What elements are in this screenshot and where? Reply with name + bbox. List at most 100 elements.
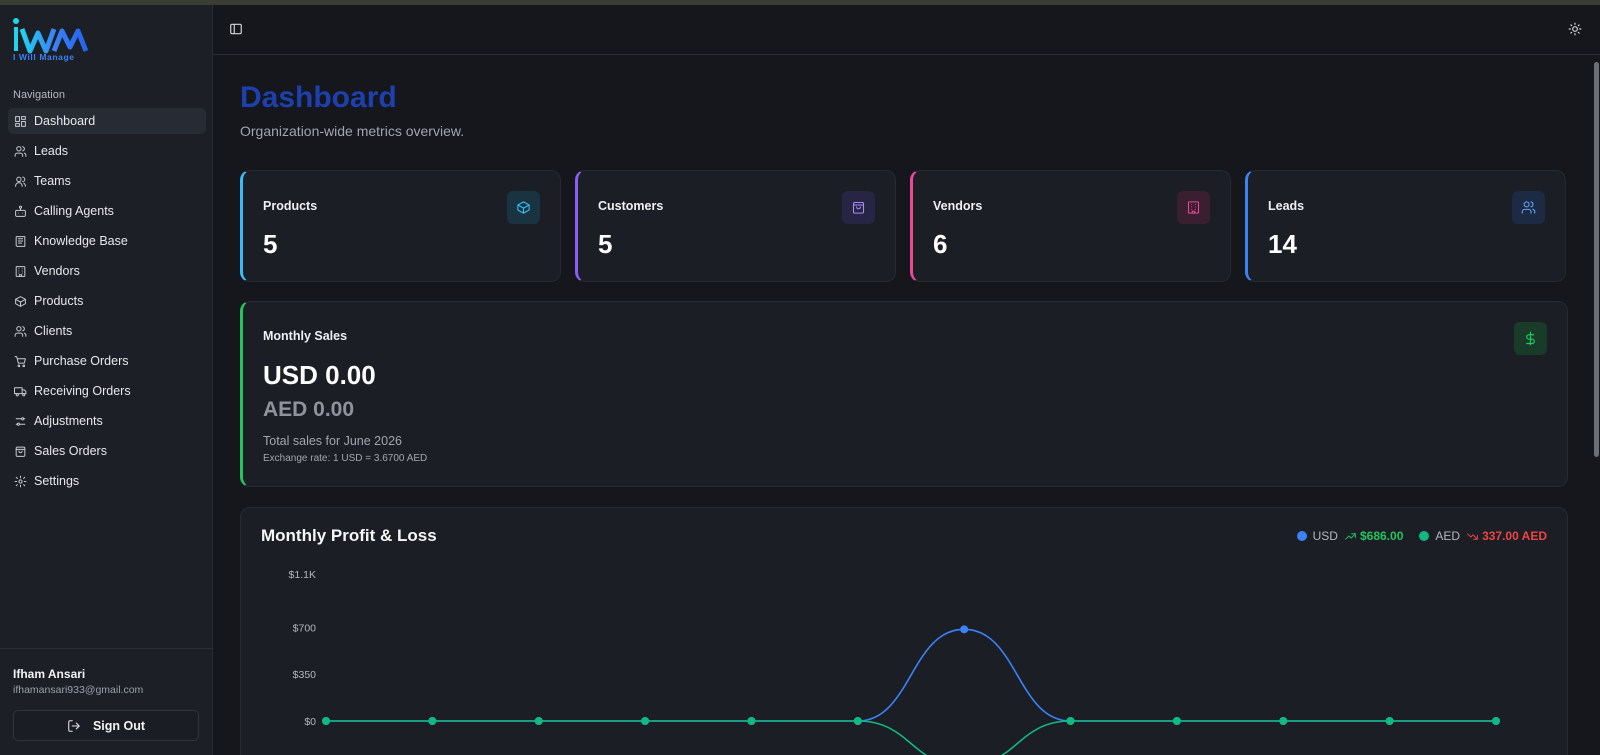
sidebar-item-adjustments[interactable]: Adjustments <box>8 408 206 434</box>
building-icon <box>1177 191 1210 224</box>
sidebar-item-knowledge-base[interactable]: Knowledge Base <box>8 228 206 254</box>
y-tick-label: $350 <box>293 669 317 681</box>
sidebar-item-receiving-orders[interactable]: Receiving Orders <box>8 378 206 404</box>
exchange-rate: Exchange rate: 1 USD = 3.6700 AED <box>263 453 428 464</box>
sidebar-item-clients[interactable]: Clients <box>8 318 206 344</box>
sidebar-item-leads[interactable]: Leads <box>8 138 206 164</box>
user-name: Ifham Ansari <box>13 667 86 681</box>
stat-value: 6 <box>933 229 948 259</box>
sidebar-toggle-icon[interactable] <box>229 22 243 36</box>
data-point-aed[interactable] <box>322 717 330 725</box>
sidebar-item-dashboard[interactable]: Dashboard <box>8 108 206 134</box>
data-point-usd[interactable] <box>960 625 969 634</box>
sidebar-item-calling-agents[interactable]: Calling Agents <box>8 198 206 224</box>
stat-label: Customers <box>598 199 664 213</box>
sidebar-item-sales-orders[interactable]: Sales Orders <box>8 438 206 464</box>
data-point-aed[interactable] <box>534 717 543 725</box>
data-point-aed[interactable] <box>747 717 756 725</box>
sidebar: I Will Manage Navigation Dashboard Leads… <box>0 5 213 755</box>
stat-value: 14 <box>1268 229 1297 259</box>
sidebar-item-label: Teams <box>34 174 71 188</box>
user-email: ifhamansari933@gmail.com <box>13 684 144 696</box>
sales-usd-value: USD 0.00 <box>263 360 376 390</box>
legend-value-aed: 337.00 AED <box>1482 529 1547 543</box>
monthly-sales-card: Monthly Sales USD 0.00 AED 0.00 Total sa… <box>240 301 1568 487</box>
scrollbar[interactable] <box>1594 62 1599 457</box>
sales-period: Total sales for June 2026 <box>263 434 402 448</box>
sales-label: Monthly Sales <box>263 329 348 343</box>
sidebar-item-label: Sales Orders <box>34 444 107 458</box>
data-point-aed[interactable] <box>1066 717 1075 725</box>
sales-aed-value: AED 0.00 <box>263 398 355 421</box>
data-point-aed[interactable] <box>428 717 437 725</box>
legend-dot-usd <box>1296 531 1307 541</box>
book-icon <box>15 235 26 247</box>
users-icon <box>1512 191 1545 224</box>
trending-down-icon <box>1467 532 1478 540</box>
profit-loss-chart: $1.1K $700 $350 $0 <box>289 569 1500 755</box>
truck-icon <box>14 386 27 396</box>
gear-icon <box>14 475 27 487</box>
shopping-bag-icon <box>15 446 26 457</box>
legend-label-aed: AED <box>1435 529 1461 543</box>
dollar-icon <box>1514 322 1547 355</box>
stat-label: Leads <box>1268 199 1305 213</box>
page-subtitle: Organization-wide metrics overview. <box>240 123 465 139</box>
sidebar-item-label: Calling Agents <box>34 204 114 218</box>
legend-dot-aed <box>1419 531 1430 541</box>
sidebar-item-settings[interactable]: Settings <box>8 468 206 494</box>
stat-label: Vendors <box>933 199 983 213</box>
log-out-icon <box>68 719 80 732</box>
stat-label: Products <box>263 199 318 213</box>
page-title: Dashboard <box>240 81 397 114</box>
data-point-aed[interactable] <box>1492 717 1500 725</box>
sidebar-nav: Dashboard Leads Teams Calling Agents Kno… <box>8 108 206 498</box>
trending-up-icon <box>1345 532 1356 540</box>
y-tick-label: $1.1K <box>289 569 316 581</box>
package-icon <box>15 295 26 307</box>
sidebar-item-label: Receiving Orders <box>34 384 131 398</box>
stat-card-vendors: Vendors 6 <box>910 170 1231 282</box>
sidebar-item-label: Leads <box>34 144 69 158</box>
shopping-bag-icon <box>842 191 875 224</box>
package-icon <box>507 191 540 224</box>
sidebar-item-label: Clients <box>34 324 73 338</box>
legend-value-usd: $686.00 <box>1359 529 1404 543</box>
brand-logo <box>13 18 89 54</box>
users-icon <box>14 325 27 337</box>
user-group-icon <box>15 176 26 187</box>
stat-value: 5 <box>598 229 613 259</box>
sidebar-item-products[interactable]: Products <box>8 288 206 314</box>
data-point-aed[interactable] <box>853 717 862 725</box>
sidebar-item-teams[interactable]: Teams <box>8 168 206 194</box>
data-point-aed[interactable] <box>1172 717 1181 725</box>
sidebar-item-label: Purchase Orders <box>34 354 129 368</box>
profit-loss-card: Monthly Profit & Loss USD $686.00 AED 33… <box>240 507 1568 755</box>
nav-heading: Navigation <box>13 89 65 101</box>
data-point-aed[interactable] <box>641 717 650 725</box>
sidebar-item-label: Dashboard <box>34 114 96 128</box>
data-point-aed[interactable] <box>1385 717 1394 725</box>
sun-icon[interactable] <box>1568 22 1582 36</box>
series-line-aed <box>326 720 1496 755</box>
sidebar-item-label: Settings <box>34 474 80 488</box>
users-icon <box>14 145 27 157</box>
sidebar-item-label: Products <box>34 294 84 308</box>
sliders-icon <box>15 416 26 426</box>
user-panel: Ifham Ansari ifhamansari933@gmail.com Si… <box>0 648 212 755</box>
building-icon <box>15 265 26 277</box>
top-bar <box>213 5 1600 55</box>
sidebar-item-label: Vendors <box>34 264 80 278</box>
sidebar-item-vendors[interactable]: Vendors <box>8 258 206 284</box>
bot-icon <box>15 205 26 217</box>
chart-title: Monthly Profit & Loss <box>261 526 437 545</box>
data-point-aed[interactable] <box>1279 717 1288 725</box>
cart-icon <box>14 355 26 367</box>
legend-label-usd: USD <box>1312 529 1338 543</box>
stat-card-leads: Leads 14 <box>1245 170 1566 282</box>
sidebar-item-purchase-orders[interactable]: Purchase Orders <box>8 348 206 374</box>
sign-out-button[interactable]: Sign Out <box>13 710 199 741</box>
stat-card-customers: Customers 5 <box>575 170 896 282</box>
sidebar-item-label: Adjustments <box>34 414 103 428</box>
window-top-strip <box>0 0 1600 5</box>
